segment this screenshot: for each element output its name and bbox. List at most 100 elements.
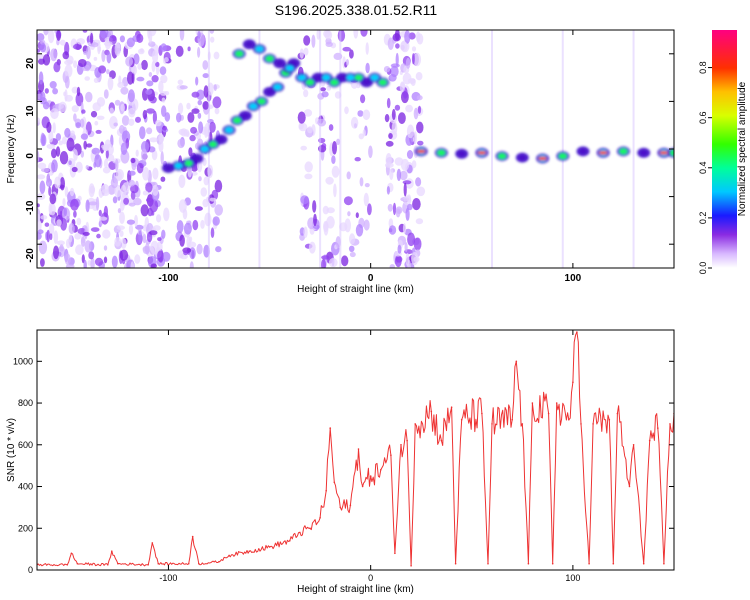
noise-speckle (80, 133, 88, 140)
snr-data-point (325, 489, 328, 492)
noise-speckle (176, 220, 184, 234)
noise-speckle (344, 218, 352, 233)
noise-speckle (103, 41, 113, 47)
noise-speckle (44, 222, 50, 227)
track-point-core (257, 98, 266, 105)
noise-speckle (133, 53, 140, 65)
noise-speckle (362, 129, 366, 137)
noise-speckle (46, 173, 50, 186)
noise-speckle (107, 76, 114, 91)
noise-speckle (360, 30, 368, 37)
noise-speckle (161, 229, 166, 239)
noise-speckle (49, 233, 53, 241)
x-axis-label: Height of straight line (km) (297, 584, 414, 595)
noise-speckle (128, 107, 136, 118)
noise-speckle (178, 128, 186, 136)
line-plot-area (37, 331, 674, 567)
noise-speckle (324, 30, 333, 40)
noise-speckle (88, 201, 98, 206)
noise-speckle (95, 196, 100, 211)
y-tick-label: 800 (18, 398, 33, 408)
noise-speckle (161, 105, 167, 117)
noise-speckle (155, 119, 162, 127)
snr-data-point (527, 562, 530, 565)
noise-speckle (395, 43, 400, 49)
noise-speckle (63, 91, 67, 97)
noise-speckle (212, 96, 222, 109)
noise-speckle (202, 101, 209, 110)
noise-speckle (415, 177, 422, 187)
noise-speckle (203, 85, 209, 98)
snr-data-point (117, 562, 119, 565)
noise-speckle (161, 97, 166, 103)
noise-speckle (62, 198, 66, 207)
noise-speckle (69, 187, 75, 197)
noise-speckle (196, 89, 205, 101)
noise-speckle (135, 149, 139, 157)
snr-data-point (66, 564, 69, 566)
snr-data-point (410, 565, 412, 567)
track-point-core (639, 149, 648, 156)
noise-speckle (326, 85, 332, 91)
noise-speckle (200, 219, 205, 229)
noise-speckle (177, 79, 184, 85)
noise-speckle (411, 53, 415, 65)
noise-speckle (328, 124, 334, 131)
snr-data-point (568, 418, 570, 421)
snr-data-point (349, 504, 352, 507)
noise-speckle (112, 196, 118, 204)
snr-data-point (547, 412, 550, 415)
noise-speckle (383, 66, 391, 73)
noise-speckle (323, 221, 329, 236)
noise-speckle (38, 79, 45, 93)
noise-speckle (103, 158, 109, 169)
noise-streak (258, 30, 261, 268)
noise-speckle (344, 106, 349, 115)
noise-speckle (136, 76, 145, 82)
noise-speckle (49, 203, 56, 216)
noise-speckle (71, 166, 78, 173)
noise-speckle (145, 89, 153, 95)
noise-speckle (212, 216, 220, 226)
noise-speckle (156, 214, 162, 223)
snr-data-point (481, 412, 483, 415)
noise-speckle (325, 176, 334, 185)
noise-speckle (331, 155, 336, 165)
noise-speckle (41, 134, 47, 146)
y-tick-label: 400 (18, 482, 33, 492)
noise-speckle (178, 174, 186, 188)
noise-speckle (213, 84, 217, 91)
noise-speckle (82, 231, 90, 236)
noise-speckle (313, 213, 317, 226)
noise-speckle (91, 147, 101, 155)
noise-speckle (37, 33, 45, 42)
noise-speckle (313, 224, 321, 230)
noise-speckle (195, 76, 199, 86)
noise-speckle (148, 72, 153, 77)
track-point-core (200, 146, 209, 152)
noise-speckle (348, 245, 355, 252)
y-tick-label: 1000 (13, 356, 33, 366)
noise-speckle (102, 166, 111, 174)
y-axis-label: SNR (10 * v/v) (6, 418, 17, 482)
noise-speckle (137, 63, 142, 70)
noise-speckle (84, 76, 90, 81)
noise-speckle (49, 193, 57, 205)
noise-speckle (101, 144, 107, 149)
colorbar-tick-label: 0.0 (698, 262, 708, 275)
noise-speckle (52, 88, 58, 95)
noise-speckle (389, 168, 394, 181)
noise-speckle (149, 199, 159, 213)
noise-speckle (40, 215, 48, 220)
track-point-core (322, 74, 331, 81)
noise-speckle (387, 37, 394, 50)
noise-speckle (37, 117, 41, 123)
noise-speckle (197, 46, 201, 58)
noise-speckle (39, 43, 47, 53)
noise-speckle (391, 108, 396, 121)
noise-speckle (90, 227, 100, 233)
noise-speckle (142, 109, 148, 120)
noise-speckle (90, 42, 99, 48)
noise-speckle (385, 153, 392, 167)
noise-speckle (321, 255, 330, 260)
